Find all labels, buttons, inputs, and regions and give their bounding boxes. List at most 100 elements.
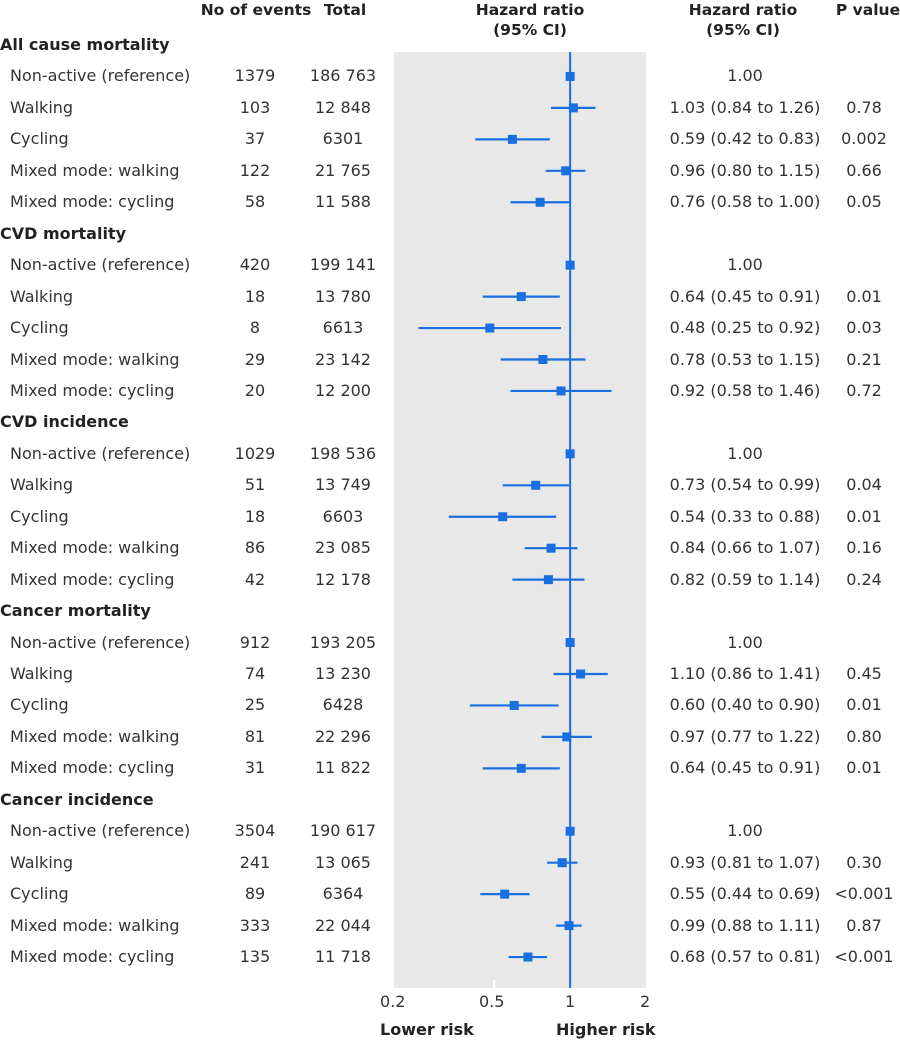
row-p-value: 0.01 — [846, 506, 882, 526]
header-plot-title-2: (95% CI) — [493, 21, 567, 39]
point-estimate-marker — [565, 71, 575, 81]
row-hazard-ratio: 1.00 — [727, 255, 763, 275]
row-events: 135 — [239, 947, 271, 967]
row-events: 241 — [239, 852, 271, 872]
row-p-value: 0.16 — [846, 538, 882, 558]
row-label: Cycling — [10, 695, 69, 715]
row-hazard-ratio: 0.59 (0.42 to 0.83) — [669, 129, 821, 149]
row-label: Cycling — [10, 318, 69, 338]
row-p-value: 0.45 — [846, 664, 882, 683]
row-label: Cycling — [10, 884, 69, 904]
header-plot-title-1: Hazard ratio — [475, 1, 585, 19]
row-p-value: 0.87 — [846, 915, 882, 935]
row-label: Non-active (reference) — [10, 821, 191, 841]
row-label: Non-active (reference) — [10, 443, 191, 463]
row-total: 13 749 — [315, 475, 371, 495]
point-estimate-marker — [500, 889, 510, 899]
header-total: Total — [323, 1, 367, 19]
row-total: 12 200 — [315, 380, 371, 400]
row-events: 37 — [244, 129, 266, 149]
row-hazard-ratio: 0.73 (0.54 to 0.99) — [669, 475, 821, 495]
row-events: 20 — [244, 380, 266, 400]
point-estimate-marker — [516, 292, 526, 302]
point-estimate-marker — [485, 323, 495, 333]
row-label: Walking — [10, 97, 74, 117]
row-label: Mixed mode: walking — [10, 160, 180, 180]
row-p-value: 0.24 — [846, 569, 882, 589]
x-tick-0.2: 0.2 — [380, 992, 406, 1011]
row-events: 25 — [244, 695, 266, 715]
row-p-value: 0.66 — [846, 160, 882, 180]
point-estimate-marker — [564, 921, 574, 931]
row-p-value: 0.72 — [846, 380, 882, 400]
row-total: 21 765 — [315, 160, 371, 180]
row-total: 23 085 — [315, 538, 371, 558]
row-events: 81 — [244, 726, 266, 746]
row-total: 6428 — [322, 695, 364, 715]
row-events: 74 — [244, 664, 266, 683]
lower-risk-label: Lower risk — [380, 1020, 474, 1039]
row-total: 6364 — [322, 884, 364, 904]
section-header: Cancer incidence — [0, 789, 154, 809]
row-hazard-ratio: 0.48 (0.25 to 0.92) — [669, 318, 821, 338]
row-label: Mixed mode: cycling — [10, 947, 175, 967]
row-hazard-ratio: 0.54 (0.33 to 0.88) — [669, 506, 821, 526]
row-label: Mixed mode: cycling — [10, 758, 175, 778]
row-label: Mixed mode: cycling — [10, 380, 175, 400]
row-hazard-ratio: 0.60 (0.40 to 0.90) — [669, 695, 821, 715]
row-hazard-ratio: 0.68 (0.57 to 0.81) — [669, 947, 821, 967]
row-total: 6603 — [322, 506, 364, 526]
row-hazard-ratio: 0.82 (0.59 to 1.14) — [669, 569, 821, 589]
row-events: 89 — [244, 884, 266, 904]
point-estimate-marker — [556, 386, 566, 396]
header-pvalue: P value — [835, 1, 900, 19]
point-estimate-marker — [498, 512, 508, 522]
row-label: Mixed mode: walking — [10, 349, 180, 369]
row-label: Non-active (reference) — [10, 632, 191, 652]
row-p-value: <0.001 — [834, 884, 894, 904]
row-label: Cycling — [10, 506, 69, 526]
row-hazard-ratio: 1.00 — [727, 66, 763, 86]
row-total: 190 617 — [309, 821, 377, 841]
row-p-value: 0.01 — [846, 286, 882, 306]
row-events: 1379 — [234, 66, 276, 86]
row-events: 333 — [239, 915, 271, 935]
row-label: Walking — [10, 664, 74, 683]
row-p-value: 0.30 — [846, 852, 882, 872]
point-estimate-marker — [516, 763, 526, 773]
point-estimate-marker — [561, 166, 571, 176]
row-events: 912 — [239, 632, 271, 652]
row-label: Mixed mode: cycling — [10, 569, 175, 589]
point-estimate-marker — [565, 638, 575, 648]
row-hazard-ratio: 0.99 (0.88 to 1.11) — [669, 915, 821, 935]
row-label: Mixed mode: cycling — [10, 192, 175, 212]
point-estimate-marker — [509, 700, 519, 710]
point-estimate-marker — [562, 732, 572, 742]
row-p-value: <0.001 — [834, 947, 894, 967]
row-hazard-ratio: 1.00 — [727, 632, 763, 652]
section-header: CVD incidence — [0, 412, 129, 432]
row-events: 18 — [244, 286, 266, 306]
point-estimate-marker — [543, 575, 553, 585]
point-estimate-marker — [546, 543, 556, 553]
point-estimate-marker — [565, 260, 575, 270]
row-total: 199 141 — [309, 255, 377, 275]
row-p-value: 0.03 — [846, 318, 882, 338]
row-total: 6613 — [322, 318, 364, 338]
row-label: Cycling — [10, 129, 69, 149]
row-hazard-ratio: 1.00 — [727, 821, 763, 841]
row-events: 86 — [244, 538, 266, 558]
row-total: 6301 — [322, 129, 364, 149]
point-estimate-marker — [523, 952, 533, 962]
row-total: 23 142 — [315, 349, 371, 369]
row-total: 11 588 — [315, 192, 371, 212]
row-hazard-ratio: 0.92 (0.58 to 1.46) — [669, 380, 821, 400]
row-hazard-ratio: 0.97 (0.77 to 1.22) — [669, 726, 821, 746]
point-estimate-marker — [535, 197, 545, 207]
section-header: CVD mortality — [0, 223, 127, 243]
row-total: 11 822 — [315, 758, 371, 778]
point-estimate-marker — [565, 826, 575, 836]
row-total: 198 536 — [309, 443, 377, 463]
row-total: 12 178 — [315, 569, 371, 589]
x-tick-0.5: 0.5 — [479, 992, 505, 1011]
